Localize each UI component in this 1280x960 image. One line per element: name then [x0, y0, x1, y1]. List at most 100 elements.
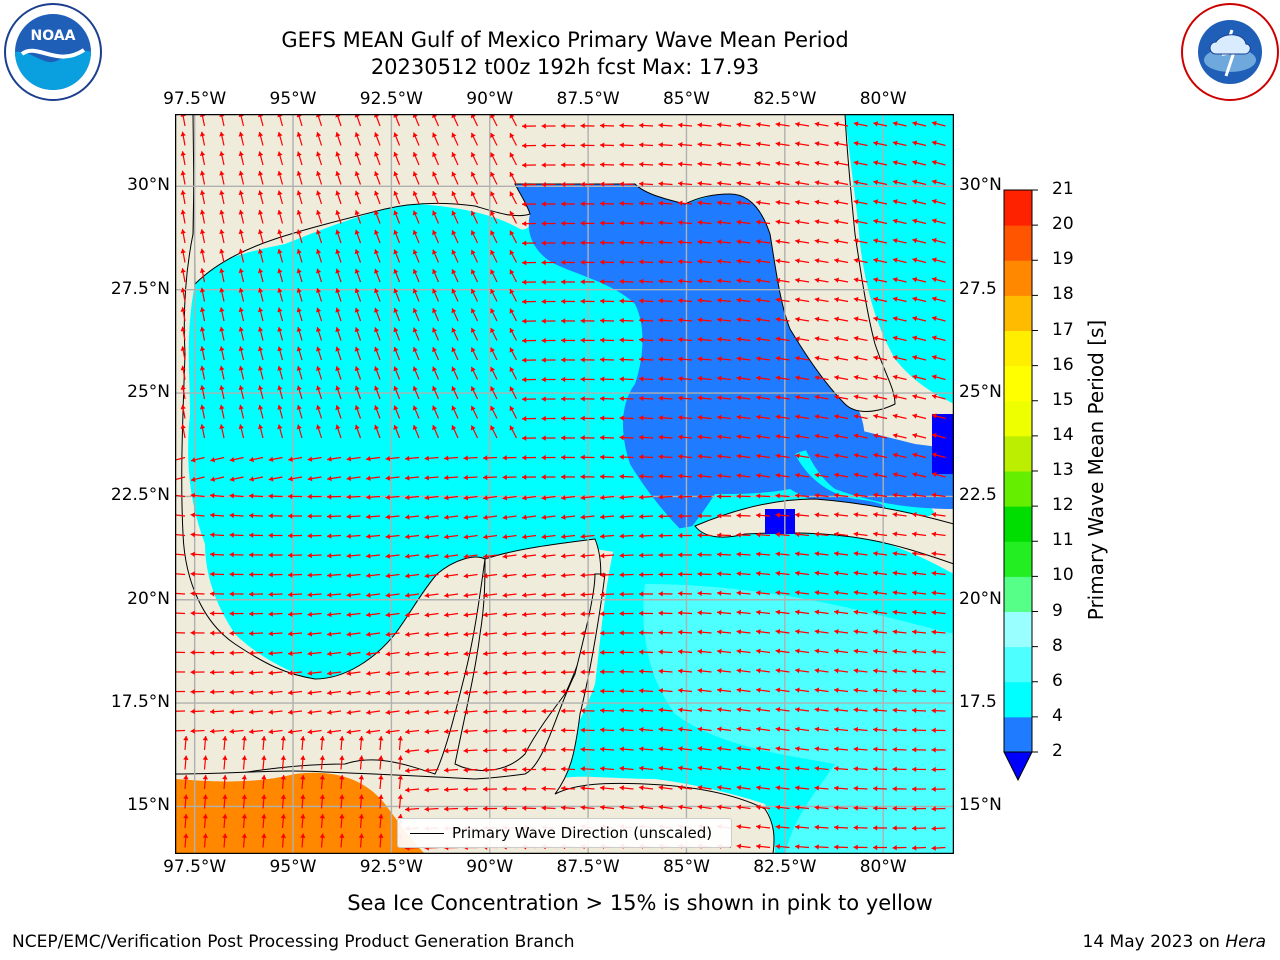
wave-arrow: [599, 766, 615, 772]
wave-arrow: [366, 670, 381, 677]
wave-arrow: [451, 308, 459, 322]
wave-arrow: [912, 140, 927, 147]
wave-arrow: [521, 689, 537, 695]
wave-arrow: [316, 268, 323, 283]
wave-arrow: [678, 161, 693, 167]
wave-arrow: [931, 374, 946, 381]
wave-arrow: [892, 160, 907, 166]
wave-arrow: [180, 404, 186, 419]
wave-arrow: [522, 611, 537, 618]
wave-arrow: [522, 631, 537, 637]
wave-arrow: [199, 404, 206, 419]
wave-arrow: [892, 629, 907, 635]
wave-arrow: [463, 747, 478, 754]
wave-arrow: [300, 794, 306, 809]
wave-arrow: [756, 356, 771, 362]
wave-arrow: [619, 395, 634, 402]
colorbar-segment-13: [1004, 260, 1032, 296]
wave-arrow: [697, 629, 712, 635]
wave-arrow: [509, 249, 518, 263]
wave-arrow: [678, 785, 693, 791]
wave-arrow: [490, 152, 498, 166]
wave-arrow: [335, 385, 342, 400]
wave-arrow: [931, 354, 946, 361]
wave-arrow: [873, 452, 888, 459]
wave-arrow: [521, 162, 537, 168]
wave-arrow: [931, 315, 946, 322]
wave-arrow: [736, 219, 751, 225]
wave-arrow: [873, 140, 888, 147]
wave-arrow: [541, 805, 556, 811]
wave-arrow: [873, 257, 888, 264]
wave-arrow: [335, 327, 342, 341]
wave-arrow: [280, 755, 287, 770]
wave-arrow: [853, 452, 868, 459]
wave-arrow: [229, 650, 244, 656]
wave-arrow: [358, 833, 365, 848]
wave-arrow: [697, 784, 712, 791]
wave-arrow: [873, 199, 888, 205]
wave-arrow: [374, 210, 381, 224]
wave-arrow: [451, 171, 459, 185]
wave-arrow: [892, 668, 907, 674]
wave-arrow: [248, 552, 264, 558]
wave-arrow: [296, 346, 303, 361]
wave-arrow: [288, 650, 303, 657]
wave-arrow: [892, 766, 907, 772]
wave-arrow: [249, 476, 264, 482]
wave-arrow: [405, 612, 420, 618]
wave-arrow: [638, 278, 654, 285]
wave-arrow: [580, 396, 595, 402]
wave-arrow: [238, 346, 245, 361]
wave-arrow: [736, 512, 751, 519]
wave-arrow: [931, 335, 946, 342]
wave-arrow: [541, 572, 556, 579]
wave-arrow: [327, 709, 342, 715]
wave-arrow: [833, 805, 849, 811]
wave-arrow: [697, 414, 712, 421]
wave-arrow: [638, 513, 654, 520]
wave-arrow: [756, 551, 771, 557]
colorbar-tick-label-14: 19: [1052, 249, 1074, 270]
wave-arrow: [638, 434, 654, 441]
wave-arrow: [599, 298, 615, 304]
wave-arrow: [521, 416, 537, 422]
wave-arrow: [911, 766, 927, 773]
wave-arrow: [834, 570, 849, 576]
wave-arrow: [638, 591, 654, 597]
wave-arrow: [463, 514, 478, 520]
wave-arrow: [268, 650, 283, 656]
lon-label-top-4: 87.5°W: [556, 89, 620, 109]
wave-arrow: [521, 396, 537, 402]
colorbar-tick-label-4: 9: [1052, 600, 1063, 621]
colorbar-segment-10: [1004, 365, 1032, 402]
wave-arrow: [912, 433, 927, 439]
wave-arrow: [678, 473, 693, 479]
wave-arrow: [541, 708, 556, 714]
wave-arrow: [354, 210, 362, 224]
wave-arrow: [560, 650, 576, 656]
wave-arrow: [638, 473, 654, 480]
wave-arrow: [638, 415, 654, 421]
wave-arrow: [853, 238, 868, 244]
wave-arrow: [222, 755, 228, 770]
wave-arrow: [374, 229, 381, 244]
wave-arrow: [892, 786, 907, 792]
wave-arrow: [560, 435, 576, 441]
wave-arrow: [853, 160, 868, 166]
wave-arrow: [736, 414, 751, 420]
wave-arrow: [853, 844, 868, 851]
wave-arrow: [354, 385, 362, 400]
wave-arrow: [405, 651, 420, 657]
wave-arrow: [678, 707, 693, 713]
wave-arrow: [219, 151, 225, 166]
footer-date-text: 14 May 2023 on: [1082, 932, 1226, 952]
wave-arrow: [736, 843, 751, 849]
wave-arrow: [853, 218, 868, 225]
wave-arrow: [257, 131, 264, 146]
wave-arrow: [463, 806, 478, 812]
wave-arrow: [599, 259, 615, 265]
wave-arrow: [326, 553, 342, 559]
wave-arrow: [814, 141, 829, 147]
wave-arrow: [296, 151, 303, 166]
